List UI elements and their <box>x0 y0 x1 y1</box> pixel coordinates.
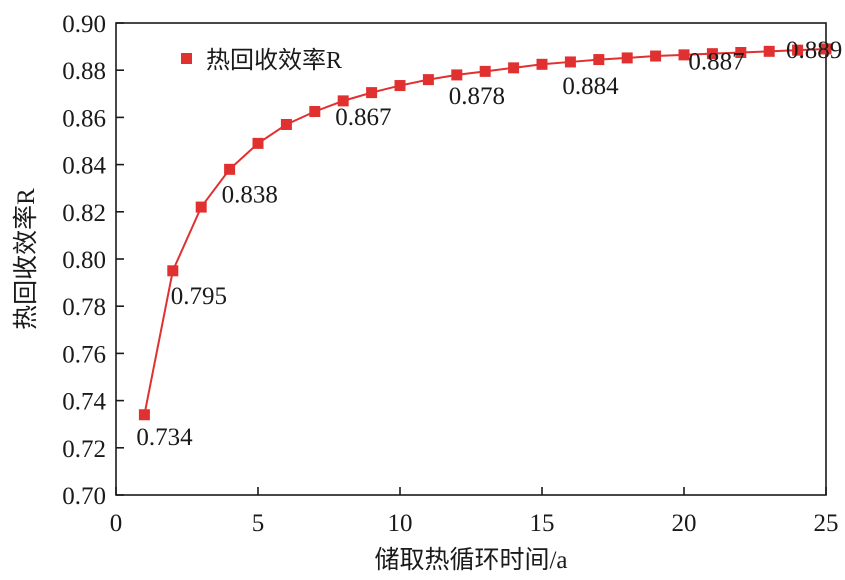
data-label: 0.795 <box>171 283 227 310</box>
data-label: 0.734 <box>136 424 193 451</box>
x-tick-label: 0 <box>110 510 123 537</box>
y-axis-title: 热回收效率R <box>12 188 40 330</box>
data-point <box>252 137 264 149</box>
y-tick-label: 0.76 <box>62 341 106 368</box>
data-point <box>394 80 406 92</box>
data-point <box>593 54 605 66</box>
y-axis: 0.70 0.72 0.74 0.76 0.78 0.80 0.82 0.84 0.86 0.88… <box>62 11 124 510</box>
data-point <box>820 43 832 55</box>
y-tick-label: 0.90 <box>62 11 106 38</box>
data-labels: 0.734 0.795 0.838 0.867 0.878 0.884 0.887 0.889 <box>136 37 842 451</box>
data-point <box>167 265 179 277</box>
data-point <box>422 74 434 86</box>
x-axis-title: 储取热循环时间/a <box>374 546 567 574</box>
x-tick-label: 10 <box>388 510 413 537</box>
y-tick-label: 0.84 <box>62 153 106 180</box>
y-tick-label: 0.86 <box>62 105 106 132</box>
data-point <box>763 45 775 57</box>
data-point <box>621 52 633 64</box>
data-point <box>678 49 690 61</box>
data-point <box>479 65 491 77</box>
data-label: 0.887 <box>688 49 744 76</box>
data-point <box>138 409 150 421</box>
y-tick-label: 0.72 <box>62 436 106 463</box>
legend-marker <box>181 53 192 64</box>
data-point <box>735 47 747 58</box>
data-point <box>536 58 548 70</box>
y-tick-label: 0.88 <box>62 58 106 85</box>
data-point <box>366 87 378 99</box>
data-point <box>451 69 463 81</box>
data-point <box>706 48 718 60</box>
legend-label: 热回收效率R <box>206 47 342 74</box>
data-point <box>650 50 662 62</box>
data-point <box>195 201 207 213</box>
x-tick-label: 5 <box>252 510 265 537</box>
series-group <box>138 43 832 421</box>
x-axis: 0 5 10 15 20 25 <box>110 487 839 537</box>
data-label: 0.884 <box>562 73 619 100</box>
data-label: 0.889 <box>786 37 842 64</box>
data-point <box>309 106 321 117</box>
y-tick-label: 0.78 <box>62 294 106 321</box>
data-point <box>564 56 576 68</box>
x-tick-label: 15 <box>530 510 555 537</box>
x-tick-label: 25 <box>814 510 839 537</box>
data-point <box>280 118 292 130</box>
data-label: 0.878 <box>449 83 505 110</box>
data-point <box>224 163 236 175</box>
data-label: 0.838 <box>222 181 278 208</box>
legend: 热回收效率R <box>181 47 342 74</box>
y-tick-label: 0.80 <box>62 247 106 274</box>
data-point <box>508 62 520 74</box>
x-tick-label: 20 <box>672 510 697 537</box>
data-point <box>337 95 349 107</box>
y-tick-label: 0.82 <box>62 200 106 227</box>
data-label: 0.867 <box>335 104 391 131</box>
data-point <box>792 44 804 56</box>
y-tick-label: 0.70 <box>62 483 106 510</box>
y-tick-label: 0.74 <box>62 389 106 416</box>
